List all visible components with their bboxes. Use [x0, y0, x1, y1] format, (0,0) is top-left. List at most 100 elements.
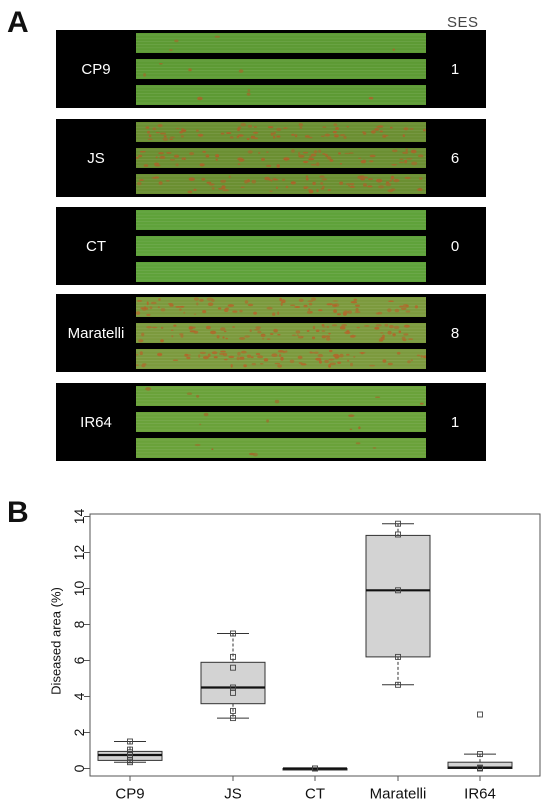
lesion-spot: [186, 356, 191, 360]
lesion-spot: [227, 304, 235, 307]
lesion-spot: [327, 189, 332, 191]
lesion-spot: [374, 128, 380, 131]
lesion-spot: [423, 128, 426, 132]
lesion-spot: [228, 175, 231, 179]
lesion-spot: [273, 328, 278, 333]
lesion-spot: [351, 334, 355, 338]
lesion-spot: [403, 324, 410, 328]
lesion-spot: [221, 185, 226, 189]
x-tick-label: CP9: [115, 786, 144, 803]
lesion-spot: [237, 126, 242, 130]
lesion-spot: [219, 352, 225, 356]
lesion-spot: [297, 355, 303, 360]
lesion-spot: [198, 354, 201, 358]
lesion-spot: [358, 426, 361, 430]
lesion-spot: [377, 311, 383, 315]
lesion-spot: [362, 131, 365, 134]
lesion-spot: [419, 402, 424, 405]
lesion-spot: [138, 179, 144, 181]
lesion-spot: [339, 181, 344, 185]
lesion-spot: [314, 351, 319, 354]
data-point: [230, 664, 236, 671]
data-point: [477, 751, 483, 758]
data-point: [230, 653, 236, 660]
lesion-spot: [345, 183, 351, 185]
lesion-spot: [307, 300, 314, 303]
lesion-spot: [342, 312, 347, 316]
lesion-spot: [160, 308, 166, 312]
lesion-spot: [247, 303, 254, 307]
lesion-spot: [272, 312, 276, 316]
lesion-spot: [157, 124, 163, 128]
lesion-spot: [398, 161, 404, 164]
data-point: [395, 587, 401, 594]
lesion-spot: [300, 363, 307, 366]
lesion-spot: [255, 352, 261, 356]
lesion-spot: [320, 135, 325, 138]
lesion-spot: [220, 350, 226, 353]
ses-column-header: SES: [447, 14, 479, 31]
lesion-spot: [402, 134, 405, 137]
lesion-spot: [210, 330, 217, 335]
lesion-spot: [392, 149, 398, 153]
lesion-spot: [152, 127, 157, 131]
lesion-spot: [181, 157, 184, 160]
lesion-spot: [353, 298, 358, 301]
lesion-spot: [169, 138, 174, 140]
data-point: [230, 630, 236, 637]
lesion-spot: [355, 442, 361, 445]
lesion-spot: [296, 334, 299, 336]
lesion-spot: [217, 307, 222, 310]
lesion-spot: [277, 333, 281, 336]
lesion-spot: [311, 297, 316, 301]
lesion-spot: [226, 132, 232, 134]
lesion-spot: [146, 301, 149, 306]
lesion-spot: [153, 176, 159, 179]
lesion-spot: [277, 311, 280, 315]
lesion-spot: [139, 351, 143, 356]
lesion-spot: [147, 138, 153, 140]
lesion-spot: [269, 190, 273, 192]
lesion-spot: [320, 188, 325, 190]
lesion-spot: [169, 304, 174, 307]
lesion-spot: [304, 135, 310, 138]
lesion-spot: [169, 158, 176, 161]
lesion-spot: [269, 333, 274, 335]
lesion-spot: [144, 307, 149, 310]
lesion-spot: [313, 150, 318, 154]
lesion-spot: [141, 332, 145, 337]
data-point: [395, 531, 401, 538]
lesion-spot: [291, 334, 296, 337]
lesion-spot: [389, 126, 393, 129]
lesion-spot: [346, 353, 350, 356]
lesion-spot: [199, 298, 204, 302]
lesion-spot: [346, 125, 349, 128]
lesion-spot: [169, 49, 173, 51]
lesion-spot: [225, 337, 228, 340]
lesion-spot: [141, 364, 146, 368]
lesion-spot: [326, 325, 330, 329]
lesion-spot: [302, 160, 309, 164]
lesion-spot: [268, 179, 272, 181]
lesion-spot: [402, 304, 409, 308]
lesion-spot: [375, 324, 382, 327]
lesion-spot: [155, 156, 158, 159]
box-js: [200, 630, 266, 722]
leaf-blade: [136, 174, 426, 194]
lesion-spot: [322, 326, 326, 328]
y-tick-label: 2: [71, 728, 87, 736]
lesion-spot: [333, 353, 339, 357]
lesion-spot: [317, 353, 324, 358]
lesion-spot: [151, 326, 158, 329]
lesion-spot: [196, 129, 199, 132]
lesion-spot: [232, 310, 238, 313]
lesion-spot: [318, 149, 322, 153]
x-tick-label: JS: [224, 786, 242, 803]
lesion-spot: [220, 179, 227, 183]
lesion-spot: [159, 155, 166, 159]
lesion-spot: [402, 151, 409, 154]
lesion-spot: [378, 185, 385, 189]
lesion-spot: [222, 336, 225, 339]
leaf-blade: [136, 386, 426, 406]
variety-label: IR64: [80, 413, 112, 431]
